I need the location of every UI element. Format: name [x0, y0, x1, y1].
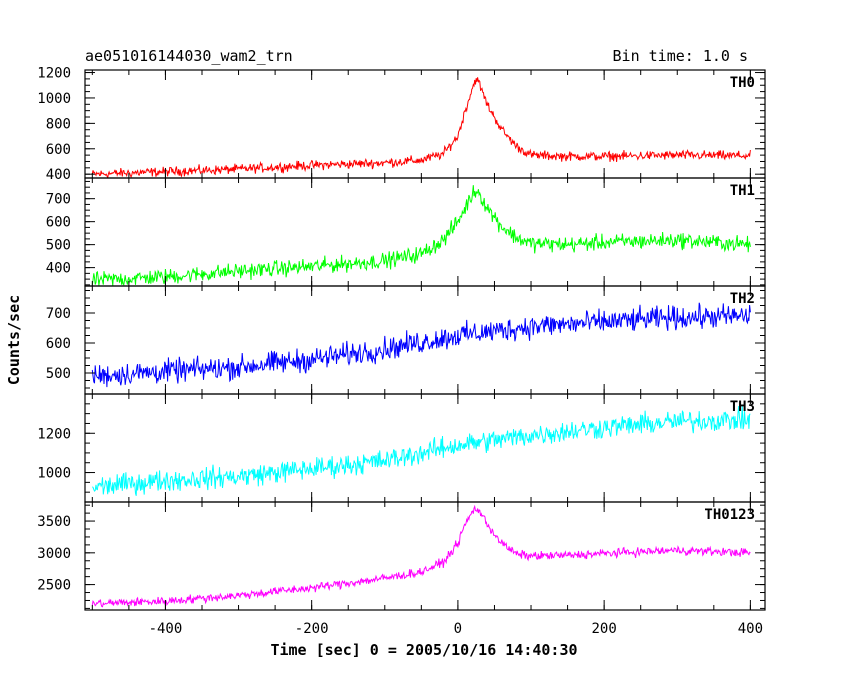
panel-frame-th0123: [84, 501, 766, 611]
y-tick-label-th1: 600: [46, 215, 71, 231]
series-line-th2: [91, 302, 751, 388]
series-label-th1: TH1: [730, 183, 755, 199]
y-tick-label-th0123: 3000: [37, 546, 71, 562]
y-tick-label-th0: 1200: [37, 66, 71, 82]
y-tick-label-th3: 1200: [37, 426, 71, 442]
series-label-th2: TH2: [730, 291, 755, 307]
panel-frame-th0: [84, 69, 766, 179]
x-tick-label: -200: [295, 621, 329, 637]
series-line-th0123: [91, 504, 751, 608]
y-tick-label-th1: 700: [46, 192, 71, 208]
y-axis-title: Counts/sec: [5, 295, 23, 385]
y-tick-label-th0: 400: [46, 167, 71, 183]
panels-group: 400 600 800 1000 1200 TH0 400 500 600 700 TH1 500 60…: [37, 66, 766, 637]
y-tick-label-th0123: 2500: [37, 578, 71, 594]
series-label-th3: TH3: [730, 399, 755, 415]
series-label-th0123: TH0123: [704, 507, 755, 523]
chart-title: ae051016144030_wam2_trn: [85, 47, 293, 65]
y-tick-label-th1: 400: [46, 261, 71, 277]
series-line-th1: [91, 185, 751, 286]
x-tick-label: 400: [738, 621, 763, 637]
y-tick-label-th2: 600: [46, 336, 71, 352]
y-tick-label-th3: 1000: [37, 466, 71, 482]
y-tick-label-th1: 500: [46, 238, 71, 254]
bin-time-label: Bin time: 1.0 s: [613, 47, 748, 65]
x-tick-label: 0: [454, 621, 462, 637]
x-tick-label: -400: [149, 621, 183, 637]
y-tick-label-th0: 1000: [37, 91, 71, 107]
series-label-th0: TH0: [730, 75, 755, 91]
y-tick-label-th2: 700: [46, 306, 71, 322]
x-tick-label: 200: [591, 621, 616, 637]
y-tick-label-th2: 500: [46, 366, 71, 382]
series-line-th0: [91, 77, 751, 178]
y-tick-label-th0123: 3500: [37, 514, 71, 530]
y-tick-label-th0: 600: [46, 142, 71, 158]
x-axis-title: Time [sec] 0 = 2005/10/16 14:40:30: [270, 641, 577, 659]
series-line-th3: [91, 405, 751, 496]
y-tick-label-th0: 800: [46, 116, 71, 132]
